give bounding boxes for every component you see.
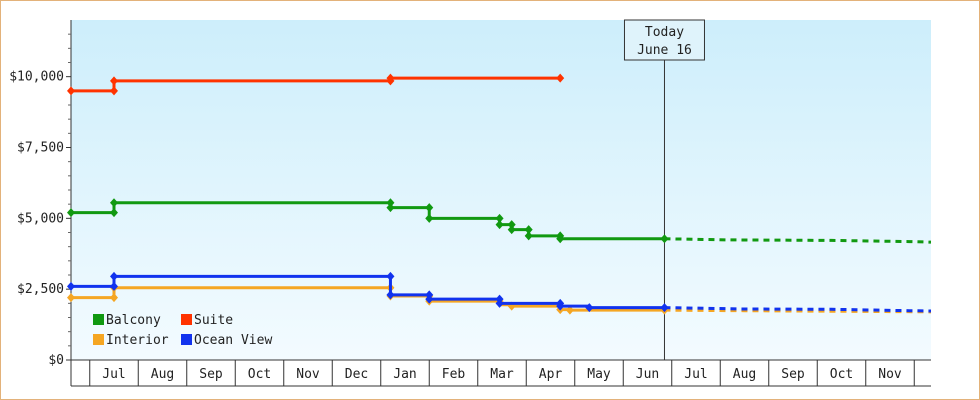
x-tick-label: Mar <box>490 367 514 382</box>
series-ocean-view-line <box>71 274 665 310</box>
series-balcony-point <box>67 208 75 218</box>
series-balcony-point <box>507 225 516 235</box>
series-group <box>67 73 932 315</box>
x-tick-label: Jul <box>102 367 125 382</box>
series-balcony-point <box>495 220 504 230</box>
series-suite-point <box>386 73 395 83</box>
x-tick-label: Aug <box>733 367 756 382</box>
x-tick-label: Sep <box>781 367 805 382</box>
series-ocean-view-point <box>556 301 565 311</box>
series-ocean-view-point <box>110 281 118 291</box>
series-ocean-view-point <box>110 271 118 281</box>
series-balcony-point <box>556 234 565 244</box>
series-balcony-point <box>507 220 516 230</box>
series-ocean-view-point <box>660 303 669 313</box>
x-tick-label: Sep <box>199 367 223 382</box>
legend-swatch <box>181 334 192 345</box>
series-balcony-point <box>110 208 118 218</box>
legend-swatch <box>93 314 104 325</box>
series-ocean-view-point <box>67 281 75 291</box>
y-axis: $0 $2,500 $5,000 $7,500 $10,000 <box>9 20 72 386</box>
series-ocean-view-point <box>386 290 395 300</box>
legend-label: Ocean View <box>194 333 272 348</box>
x-tick-label: Oct <box>830 367 853 382</box>
x-tick-label: Nov <box>878 367 902 382</box>
y-tick-label: $5,000 <box>17 211 64 226</box>
series-balcony-point <box>425 203 434 213</box>
series-balcony-point <box>524 225 533 235</box>
series-suite-point <box>67 86 75 96</box>
legend-label: Balcony <box>106 313 161 328</box>
series-suite-point <box>110 86 118 96</box>
legend-label: Interior <box>106 333 169 348</box>
series-balcony-point <box>386 198 395 208</box>
y-tick-label: $0 <box>48 353 64 368</box>
today-date: June 16 <box>637 43 692 58</box>
series-suite-line <box>71 76 561 93</box>
today-label: Today <box>645 25 684 40</box>
series-balcony-point <box>386 203 395 213</box>
legend-swatch <box>93 334 104 345</box>
today-marker: Today June 16 <box>623 19 705 360</box>
series-ocean-view-point <box>585 303 594 313</box>
series-ocean-view-point <box>386 271 395 281</box>
series-suite-point <box>110 76 118 86</box>
legend-label: Suite <box>194 313 233 328</box>
series-interior-point <box>67 293 75 303</box>
series-interior-point <box>110 293 118 303</box>
y-tick-label: $7,500 <box>17 141 64 156</box>
x-tick-label: Dec <box>345 367 368 382</box>
series-suite-point <box>556 73 565 83</box>
x-tick-label: Aug <box>151 367 174 382</box>
y-tick-label: $10,000 <box>9 70 64 85</box>
series-ocean-view-point <box>495 298 504 308</box>
series-interior-point <box>565 305 574 315</box>
x-tick-label: Oct <box>248 367 271 382</box>
series-balcony-point <box>495 213 504 223</box>
legend: Balcony Suite Interior Ocean View <box>93 313 272 348</box>
y-tick-label: $2,500 <box>17 282 64 297</box>
x-tick-label: Jul <box>684 367 707 382</box>
series-balcony-forecast <box>664 237 932 244</box>
series-balcony-point <box>660 234 669 244</box>
x-tick-label: May <box>587 367 611 382</box>
legend-swatch <box>181 314 192 325</box>
series-ocean-view-forecast <box>664 306 932 313</box>
x-axis: Jul Aug Sep Oct Nov Dec Jan Feb Mar Apr May Jun Jul A… <box>71 359 931 387</box>
today-box <box>623 19 705 61</box>
series-balcony-point <box>524 231 533 241</box>
x-tick-label: Jun <box>636 367 659 382</box>
x-tick-label: Nov <box>296 367 320 382</box>
x-tick-label: Apr <box>539 367 563 382</box>
series-balcony-point <box>110 198 118 208</box>
series-ocean-view-point <box>425 294 434 304</box>
x-tick-label: Jan <box>393 367 416 382</box>
series-balcony-point <box>425 213 434 223</box>
x-tick-label: Feb <box>442 367 466 382</box>
